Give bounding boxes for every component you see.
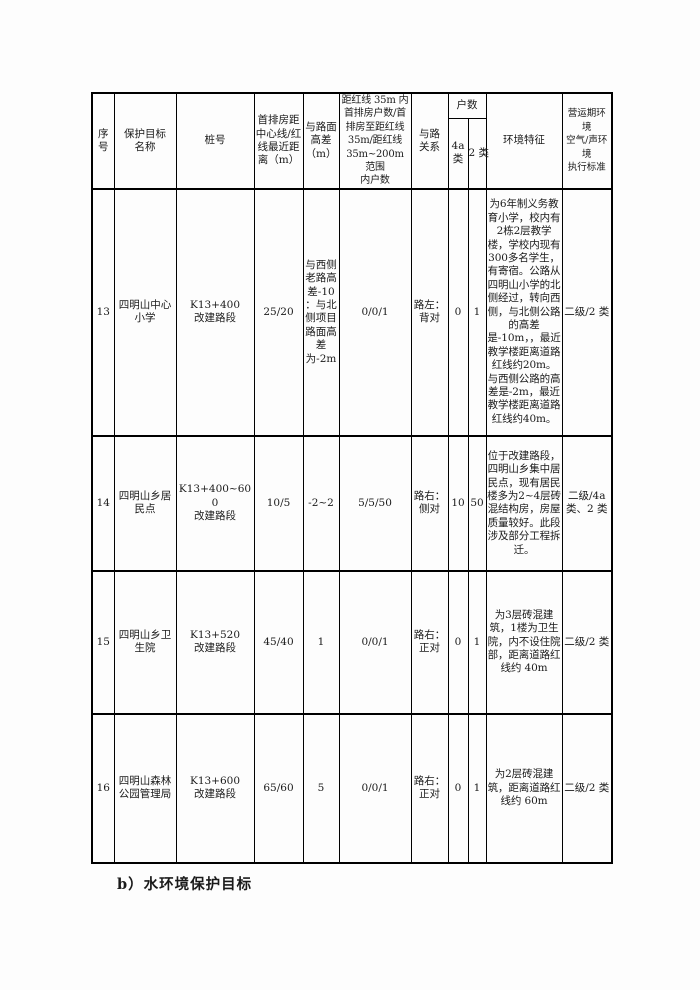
cell-height-diff: -2~2 bbox=[302, 435, 340, 572]
cell-height-diff: 与西侧老路高差-10：与北侧项目路面高差为-2m bbox=[302, 188, 340, 437]
col-header-within-35m: 距红线 35m 内 首排房户数/首 排房至距红线 35m/距红线 35m~200… bbox=[338, 92, 412, 190]
cell-serial: 14 bbox=[91, 435, 115, 572]
cell-serial: 16 bbox=[91, 713, 115, 864]
col-header-height-diff: 与路面 高差 （m） bbox=[302, 92, 340, 190]
cell-within-35m: 0/0/1 bbox=[338, 188, 412, 437]
cell-standard: 二级/4a 类、2 类 bbox=[561, 435, 613, 572]
cell-standard: 二级/2 类 bbox=[561, 188, 613, 437]
cell-2-count: 1 bbox=[467, 570, 487, 715]
cell-within-35m: 5/5/50 bbox=[338, 435, 412, 572]
cell-distance: 65/60 bbox=[253, 713, 304, 864]
cell-height-diff: 5 bbox=[302, 713, 340, 864]
cell-stake: K13+400~600 改建路段 bbox=[175, 435, 255, 572]
cell-height-diff: 1 bbox=[302, 570, 340, 715]
table-row: 13 四明山中心小学 K13+400 改建路段 25/20 与西侧老路高差-10… bbox=[91, 188, 613, 437]
cell-env-features: 位于改建路段，四明山乡集中居民点，现有居民楼多为2~4层砖混结构房，房屋质量较好… bbox=[485, 435, 563, 572]
table-row: 14 四明山乡居民点 K13+400~600 改建路段 10/5 -2~2 5/… bbox=[91, 435, 613, 572]
cell-4a-count: 10 bbox=[447, 435, 469, 572]
cell-serial: 15 bbox=[91, 570, 115, 715]
cell-road-relation: 路右： 正对 bbox=[410, 570, 449, 715]
col-header-distance: 首排房距 中心线/红 线最近距 离（m） bbox=[253, 92, 304, 190]
cell-road-relation: 路左： 背对 bbox=[410, 188, 449, 437]
cell-distance: 45/40 bbox=[253, 570, 304, 715]
header-row: 序号 保护目标 名称 桩号 首排房距 中心线/红 线最近距 离（m） 与路面 高… bbox=[91, 92, 613, 190]
cell-4a-count: 0 bbox=[447, 713, 469, 864]
cell-env-features: 为6年制义务教育小学，校内有2栋2层教学楼，学校内现有300多名学生，有寄宿。公… bbox=[485, 188, 563, 437]
cell-standard: 二级/2 类 bbox=[561, 570, 613, 715]
col-header-standard: 营运期环境 空气/声环境 执行标准 bbox=[561, 92, 613, 190]
cell-2-count: 50 bbox=[467, 435, 487, 572]
col-header-env-features: 环境特征 bbox=[485, 92, 563, 190]
cell-distance: 25/20 bbox=[253, 188, 304, 437]
cell-within-35m: 0/0/1 bbox=[338, 570, 412, 715]
cell-target-name: 四明山中心小学 bbox=[113, 188, 177, 437]
col-header-serial: 序号 bbox=[91, 92, 115, 190]
col-header-2-class: 2 类 bbox=[467, 117, 489, 190]
cell-stake: K13+600 改建路段 bbox=[175, 713, 255, 864]
section-label-water-env: b）水环境保护目标 bbox=[117, 876, 253, 893]
col-header-4a-class: 4a类 bbox=[447, 117, 469, 190]
cell-target-name: 四明山森林公园管理局 bbox=[113, 713, 177, 864]
cell-4a-count: 0 bbox=[447, 188, 469, 437]
cell-distance: 10/5 bbox=[253, 435, 304, 572]
cell-2-count: 1 bbox=[467, 188, 487, 437]
cell-stake: K13+400 改建路段 bbox=[175, 188, 255, 437]
table-row: 16 四明山森林公园管理局 K13+600 改建路段 65/60 5 0/0/1… bbox=[91, 713, 613, 864]
protection-targets-table: 序号 保护目标 名称 桩号 首排房距 中心线/红 线最近距 离（m） 与路面 高… bbox=[91, 92, 613, 864]
cell-standard: 二级/2 类 bbox=[561, 713, 613, 864]
cell-env-features: 为3层砖混建筑，1楼为卫生院，内不设住院部，距离道路红线约 40m bbox=[485, 570, 563, 715]
col-header-target-name: 保护目标 名称 bbox=[113, 92, 177, 190]
cell-serial: 13 bbox=[91, 188, 115, 437]
cell-target-name: 四明山乡卫生院 bbox=[113, 570, 177, 715]
col-header-households-group: 户数 bbox=[447, 92, 487, 119]
cell-road-relation: 路右： 正对 bbox=[410, 713, 449, 864]
cell-target-name: 四明山乡居民点 bbox=[113, 435, 177, 572]
col-header-stake: 桩号 bbox=[175, 92, 255, 190]
cell-stake: K13+520 改建路段 bbox=[175, 570, 255, 715]
cell-road-relation: 路右： 侧对 bbox=[410, 435, 449, 572]
cell-env-features: 为2层砖混建筑，距离道路红线约 60m bbox=[485, 713, 563, 864]
table-row: 15 四明山乡卫生院 K13+520 改建路段 45/40 1 0/0/1 路右… bbox=[91, 570, 613, 715]
cell-2-count: 1 bbox=[467, 713, 487, 864]
col-header-road-relation: 与路 关系 bbox=[410, 92, 449, 190]
cell-4a-count: 0 bbox=[447, 570, 469, 715]
cell-within-35m: 0/0/1 bbox=[338, 713, 412, 864]
